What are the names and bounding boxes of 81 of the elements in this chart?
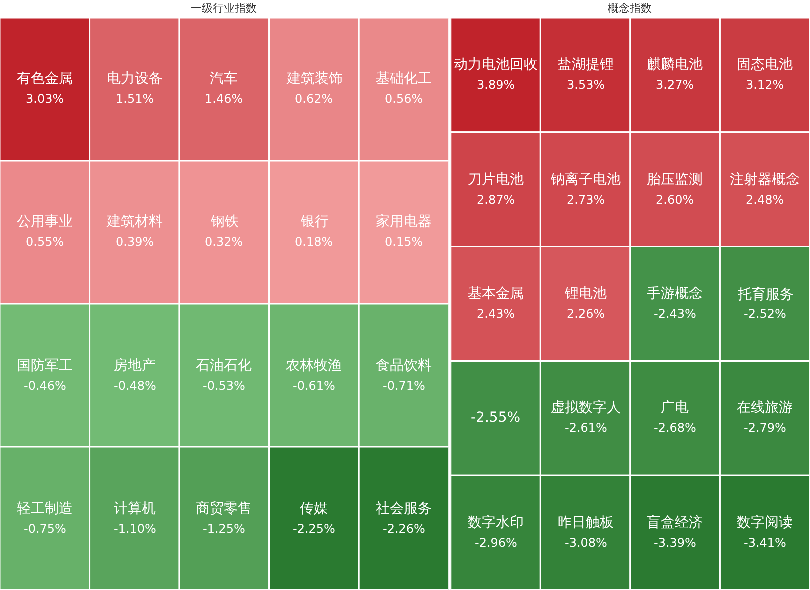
category-label: 传媒 bbox=[300, 501, 328, 517]
category-label: 家用电器 bbox=[376, 214, 432, 230]
category-label: 盐湖提锂 bbox=[558, 57, 614, 73]
category-label: 国防军工 bbox=[17, 358, 73, 374]
text: 概念指数 bbox=[608, 2, 652, 15]
category-label: 石油石化 bbox=[196, 358, 252, 374]
data-label: 2.48% bbox=[746, 193, 784, 207]
data-label: 2.43% bbox=[477, 307, 516, 321]
category-label: 商贸零售 bbox=[196, 501, 252, 517]
category-label: 社会服务 bbox=[376, 501, 432, 517]
category-label: 数字水印 bbox=[468, 515, 524, 531]
data-label: 1.51% bbox=[116, 92, 154, 106]
data-label: 2.73% bbox=[567, 193, 606, 207]
data-label: -0.46% bbox=[24, 379, 66, 393]
category-label: 基本金属 bbox=[468, 286, 524, 302]
data-label: 0.62% bbox=[295, 92, 334, 106]
data-label: 0.15% bbox=[385, 235, 424, 249]
category-label: 昨日触板 bbox=[558, 515, 614, 531]
data-label: -0.75% bbox=[24, 522, 66, 536]
category-label: 锂电池 bbox=[564, 286, 607, 302]
category-label: 房地产 bbox=[114, 358, 156, 374]
data-label: 3.89% bbox=[477, 78, 516, 92]
category-label: 注射器概念 bbox=[730, 172, 800, 188]
category-label: 食品饮料 bbox=[376, 358, 432, 374]
data-label: -2.96% bbox=[475, 536, 518, 550]
category-label: 手游概念 bbox=[647, 286, 703, 302]
data-label: -3.41% bbox=[744, 536, 786, 550]
data-label: -2.55% bbox=[471, 410, 521, 426]
category-label: 电力设备 bbox=[107, 71, 163, 87]
data-label: -3.08% bbox=[565, 536, 608, 550]
data-label: -2.26% bbox=[383, 522, 426, 536]
data-label: 0.56% bbox=[385, 92, 424, 106]
category-label: 盲盒经济 bbox=[647, 514, 703, 531]
data-label: -1.10% bbox=[114, 522, 156, 536]
category-label: 胎压监测 bbox=[647, 172, 703, 188]
data-label: 2.26% bbox=[567, 307, 606, 321]
data-label: -2.52% bbox=[744, 307, 786, 321]
data-label: -2.61% bbox=[565, 421, 608, 435]
category-label: 刀片电池 bbox=[468, 172, 524, 188]
category-label: 银行 bbox=[300, 214, 329, 230]
category-label: 汽车 bbox=[210, 71, 238, 87]
category-label: 固态电池 bbox=[737, 57, 793, 73]
data-label: 3.27% bbox=[656, 78, 694, 92]
category-label: 建筑装饰 bbox=[286, 71, 343, 87]
data-label: 3.12% bbox=[746, 78, 784, 92]
category-label: 托育服务 bbox=[737, 286, 794, 303]
data-label: 0.39% bbox=[116, 235, 154, 249]
data-label: 3.53% bbox=[567, 78, 606, 92]
data-label: -2.43% bbox=[654, 307, 696, 321]
category-label: 建筑材料 bbox=[106, 214, 163, 230]
data-label: 1.46% bbox=[205, 92, 244, 106]
data-label: -0.71% bbox=[383, 379, 426, 393]
data-label: 3.03% bbox=[26, 92, 64, 106]
category-label: 轻工制造 bbox=[17, 501, 73, 517]
category-label: 虚拟数字人 bbox=[551, 400, 621, 416]
category-label: 农林牧渔 bbox=[286, 358, 342, 374]
data-label: -0.53% bbox=[203, 379, 246, 393]
data-label: -1.25% bbox=[203, 522, 246, 536]
category-label: 基础化工 bbox=[376, 71, 432, 87]
data-label: -0.61% bbox=[293, 379, 336, 393]
category-label: 数字阅读 bbox=[737, 515, 793, 531]
data-label: -0.48% bbox=[114, 379, 156, 393]
category-label: 在线旅游 bbox=[737, 400, 793, 416]
data-label: -2.79% bbox=[744, 421, 786, 435]
data-label: 2.60% bbox=[656, 193, 694, 207]
category-label: 动力电池回收 bbox=[454, 57, 538, 73]
data-label: 2.87% bbox=[477, 193, 516, 207]
data-label: -3.39% bbox=[654, 536, 696, 550]
category-label: 有色金属 bbox=[17, 71, 73, 87]
category-label: 麒麟电池 bbox=[647, 57, 703, 73]
category-label: 钠离子电池 bbox=[550, 172, 621, 188]
category-label: 广电 bbox=[661, 400, 689, 416]
category-label: 计算机 bbox=[114, 501, 156, 517]
category-label: 钢铁 bbox=[210, 214, 239, 230]
data-label: 0.18% bbox=[295, 235, 334, 249]
category-label: 公用事业 bbox=[17, 214, 73, 230]
data-label: -2.25% bbox=[293, 522, 336, 536]
data-label: -2.68% bbox=[654, 421, 696, 435]
data-label: 0.55% bbox=[26, 235, 64, 249]
data-label: 0.32% bbox=[205, 235, 244, 249]
text: 一级行业指数 bbox=[191, 2, 257, 15]
